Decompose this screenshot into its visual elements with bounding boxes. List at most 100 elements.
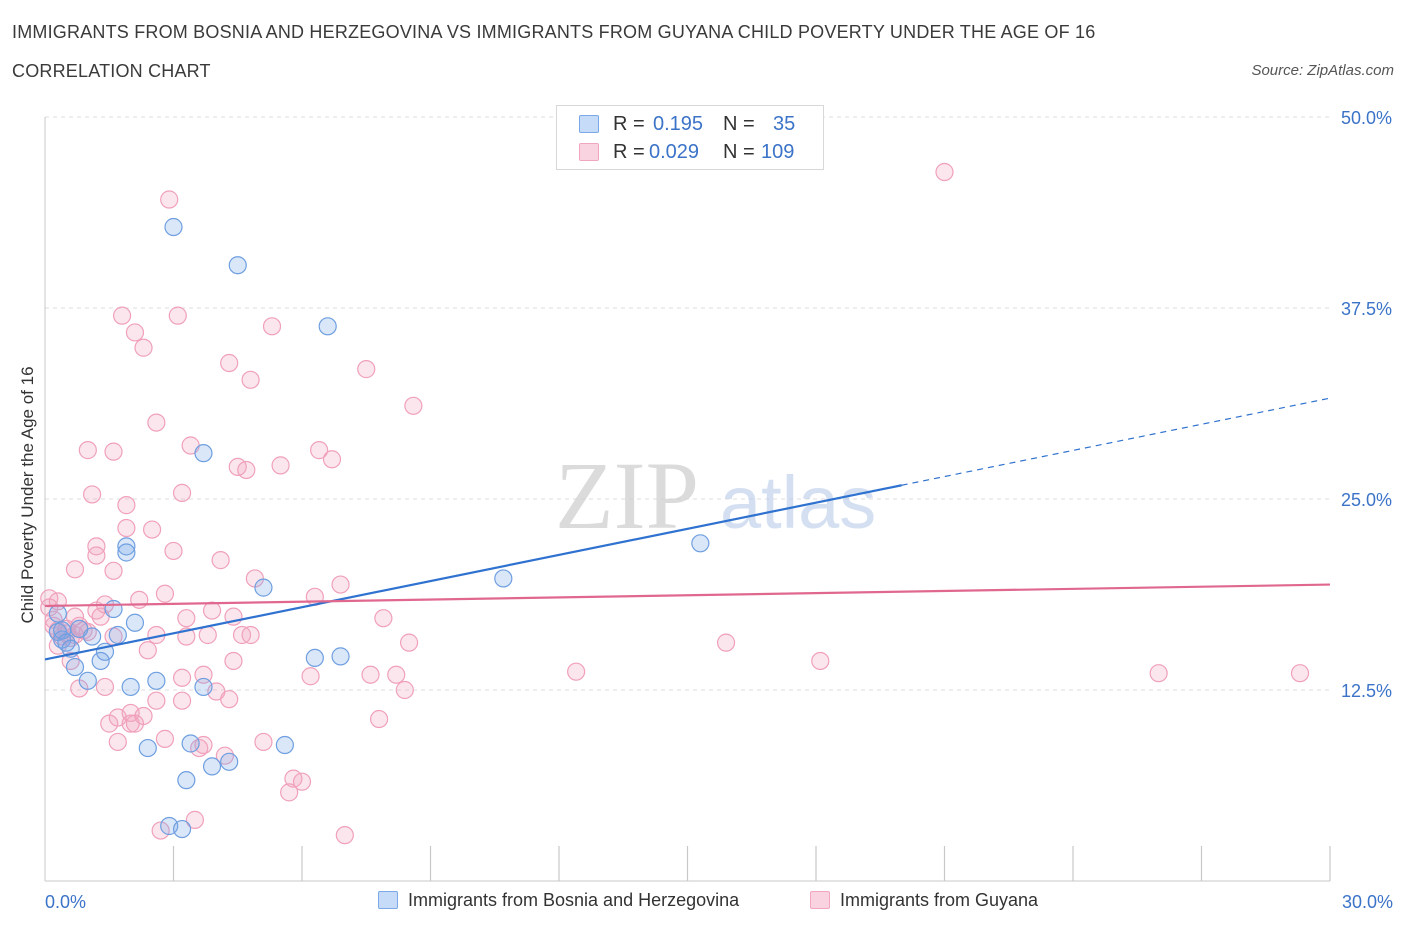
n-label: N = (723, 141, 755, 163)
y-tick-label-0: 12.5% (1341, 681, 1392, 701)
bosnia-point-12 (104, 599, 123, 619)
guyana-point-87 (310, 441, 329, 460)
y-tick-label-2: 37.5% (1341, 299, 1392, 319)
guyana-point-71 (224, 651, 243, 671)
guyana-point-64 (198, 625, 217, 645)
guyana-point-102 (935, 162, 954, 182)
bosnia-point-27 (202, 757, 222, 776)
bosnia-point-33 (318, 317, 337, 336)
chart-title: IMMIGRANTS FROM BOSNIA AND HERZEGOVINA V… (12, 22, 1096, 42)
guyana-point-57 (177, 609, 196, 628)
guyana-point-104 (1290, 664, 1310, 683)
bosnia-point-36 (691, 534, 710, 553)
guyana-point-52 (164, 541, 183, 561)
guyana-point-53 (168, 306, 187, 325)
guyana-point-49 (155, 584, 175, 603)
guyana-point-85 (301, 667, 320, 686)
guyana-point-89 (331, 575, 350, 594)
guyana-point-77 (241, 625, 260, 645)
guyana-point-34 (117, 518, 136, 538)
guyana-swatch (579, 143, 599, 161)
guyana-point-28 (104, 442, 123, 461)
guyana-point-41 (134, 338, 153, 357)
guyana-point-99 (567, 662, 586, 681)
source-credit: Source: ZipAtlas.com (1251, 62, 1394, 79)
guyana-point-30 (104, 561, 123, 580)
guyana-point-80 (262, 317, 282, 336)
bosnia-point-35 (494, 569, 513, 588)
guyana-point-82 (280, 783, 299, 802)
guyana-point-101 (811, 651, 830, 671)
guyana-trend-line (44, 583, 1331, 608)
bosnia-point-29 (228, 256, 247, 275)
guyana-points (40, 162, 1310, 845)
guyana-point-43 (138, 641, 157, 660)
guyana-point-51 (160, 190, 179, 209)
bosnia-legend-swatch (378, 891, 398, 909)
guyana-point-25 (95, 677, 115, 697)
guyana-point-84 (292, 772, 312, 791)
bosnia-trend-line (44, 484, 902, 661)
bosnia-point-18 (138, 738, 157, 758)
bosnia-point-16 (121, 677, 140, 697)
bosnia-trend-extension (901, 397, 1331, 486)
bosnia-points (48, 217, 710, 839)
guyana-point-81 (271, 456, 290, 475)
bosnia-point-17 (125, 613, 145, 632)
stats-legend: R = 0.195 N = 35 R = 0.029 N = 109 (556, 105, 824, 170)
guyana-point-65 (202, 601, 222, 620)
bosnia-point-15 (117, 543, 136, 562)
guyana-point-50 (155, 729, 175, 748)
r-label: R = (613, 141, 645, 163)
bosnia-point-6 (65, 657, 85, 677)
guyana-point-91 (357, 360, 376, 379)
tick-labels: 12.5% 25.0% 37.5% 50.0% 0.0% 30.0% (45, 108, 1393, 912)
r-label: R = (613, 113, 645, 135)
bosnia-point-23 (177, 771, 196, 790)
guyana-point-88 (322, 450, 342, 469)
bosnia-point-34 (331, 647, 350, 666)
bosnia-point-24 (181, 734, 200, 753)
guyana-point-40 (130, 590, 149, 609)
guyana-point-100 (716, 633, 736, 652)
guyana-legend-swatch (810, 891, 830, 909)
guyana-point-92 (361, 665, 380, 684)
guyana-point-21 (87, 537, 106, 556)
guyana-point-33 (112, 306, 132, 325)
guyana-point-96 (395, 680, 414, 700)
bosnia-point-14 (117, 537, 136, 556)
guyana-point-42 (134, 706, 153, 726)
n-label: N = (723, 113, 755, 135)
guyana-point-56 (172, 691, 192, 710)
guyana-point-55 (172, 483, 192, 502)
guyana-point-94 (374, 609, 393, 628)
bosnia-point-32 (305, 648, 324, 668)
bosnia-point-0 (48, 604, 67, 623)
bosnia-point-21 (164, 217, 183, 237)
guyana-point-90 (335, 826, 354, 845)
bosnia-point-22 (172, 819, 192, 839)
n-value: 109 (761, 141, 795, 163)
guyana-point-95 (387, 665, 406, 684)
guyana-point-18 (78, 441, 97, 460)
guyana-point-75 (237, 460, 256, 480)
guyana-point-76 (241, 370, 260, 389)
bosnia-point-28 (220, 752, 239, 771)
bosnia-point-31 (275, 735, 294, 755)
n-value: 35 (773, 113, 796, 135)
guyana-point-38 (125, 323, 145, 342)
guyana-point-45 (147, 691, 166, 710)
bosnia-point-10 (91, 651, 110, 671)
bosnia-point-19 (147, 671, 166, 690)
axes (44, 117, 1331, 882)
chart-subtitle: CORRELATION CHART (12, 61, 211, 81)
guyana-point-69 (220, 690, 239, 709)
guyana-point-97 (399, 633, 419, 652)
guyana-point-70 (220, 353, 239, 373)
x-tick-label-max: 30.0% (1342, 892, 1393, 912)
guyana-point-23 (87, 546, 106, 565)
legend-item-bosnia: Immigrants from Bosnia and Herzegovina (378, 890, 739, 911)
grid-lines (45, 116, 1330, 691)
y-tick-label-3: 50.0% (1341, 108, 1392, 128)
guyana-point-12 (65, 560, 85, 579)
